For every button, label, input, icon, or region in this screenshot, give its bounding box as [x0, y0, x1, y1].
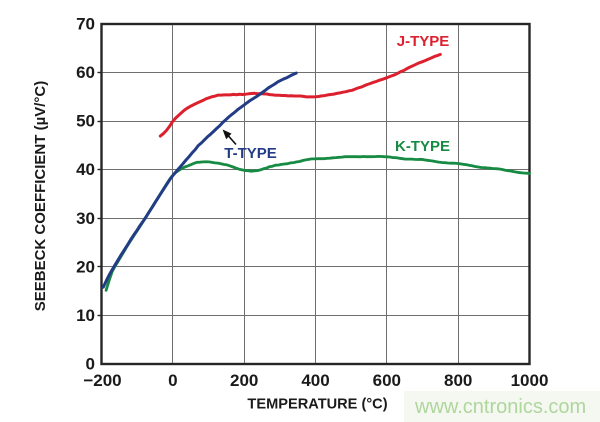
svg-text:0: 0 — [168, 371, 177, 390]
svg-text:600: 600 — [373, 371, 401, 390]
svg-text:−200: −200 — [83, 371, 121, 390]
svg-text:200: 200 — [230, 371, 258, 390]
svg-text:TEMPERATURE (°C): TEMPERATURE (°C) — [247, 397, 387, 413]
svg-text:70: 70 — [76, 15, 95, 34]
svg-text:50: 50 — [76, 112, 95, 131]
svg-text:400: 400 — [301, 371, 329, 390]
svg-text:40: 40 — [76, 160, 95, 179]
svg-text:K-TYPE: K-TYPE — [395, 138, 450, 155]
svg-text:J-TYPE: J-TYPE — [397, 33, 450, 50]
svg-text:20: 20 — [76, 257, 95, 276]
svg-text:60: 60 — [76, 63, 95, 82]
svg-text:SEEBECK COEFFICIENT (µV/°C): SEEBECK COEFFICIENT (µV/°C) — [32, 81, 49, 312]
svg-text:30: 30 — [76, 209, 95, 228]
svg-text:800: 800 — [444, 371, 472, 390]
svg-text:1000: 1000 — [511, 371, 549, 390]
svg-text:0: 0 — [86, 355, 95, 374]
svg-text:www.cntronics.com: www.cntronics.com — [414, 396, 586, 418]
svg-text:10: 10 — [76, 306, 95, 325]
svg-text:T-TYPE: T-TYPE — [224, 145, 277, 162]
